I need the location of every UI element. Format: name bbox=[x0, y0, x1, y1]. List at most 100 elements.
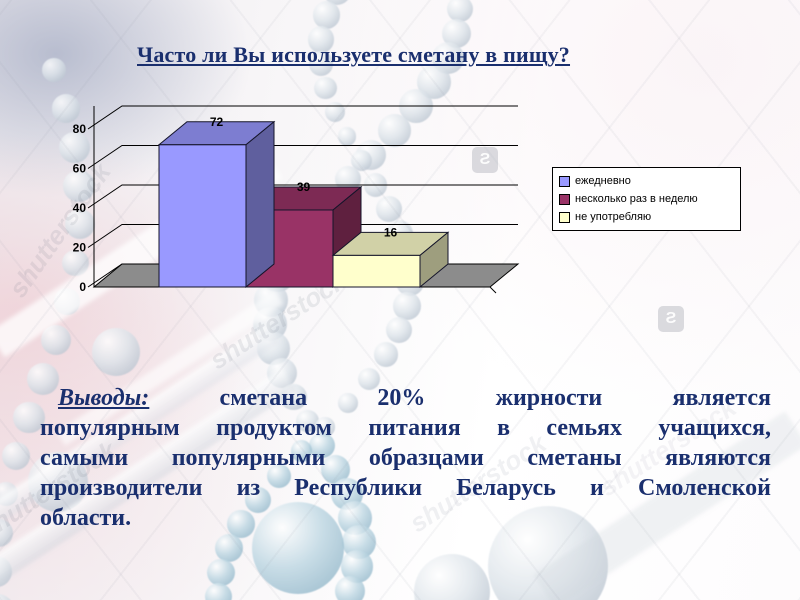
legend-item: ежедневно bbox=[559, 175, 734, 187]
bar-front-0 bbox=[158, 144, 247, 288]
background-bead bbox=[416, 65, 451, 99]
conclusion-word: самыми bbox=[40, 445, 129, 471]
y-tick-label: 80 bbox=[73, 122, 87, 136]
conclusion-word: популярными bbox=[171, 445, 326, 471]
conclusion-word: производители bbox=[40, 475, 203, 501]
watermark-logo-glyph: Ƨ bbox=[479, 151, 491, 168]
bar-value-label: 16 bbox=[384, 225, 398, 239]
background-bead bbox=[373, 342, 399, 367]
background-bead bbox=[393, 243, 421, 272]
background-bead bbox=[42, 58, 67, 82]
background-bead bbox=[0, 594, 14, 600]
background-bead bbox=[254, 283, 288, 317]
legend-swatch bbox=[559, 193, 570, 205]
background-bead bbox=[334, 165, 362, 193]
background-bead bbox=[0, 482, 18, 507]
conclusion-word: учащихся, bbox=[658, 415, 771, 441]
background-bead bbox=[385, 317, 413, 344]
conclusion-word: из bbox=[236, 475, 261, 501]
background-bead bbox=[0, 518, 13, 547]
background-streak bbox=[0, 152, 282, 358]
background-bead bbox=[376, 196, 402, 222]
conclusion-line: области. bbox=[40, 503, 771, 533]
gridline bbox=[87, 184, 518, 209]
background-bead bbox=[252, 307, 287, 342]
background-bead bbox=[340, 550, 374, 583]
background-bead bbox=[393, 292, 421, 320]
conclusion-word: сметаны bbox=[527, 445, 622, 471]
y-tick-label: 20 bbox=[73, 241, 87, 255]
background-bead bbox=[292, 214, 319, 241]
gridline bbox=[87, 145, 518, 169]
background-bead bbox=[312, 1, 341, 30]
background-bead bbox=[261, 259, 294, 292]
legend-swatch bbox=[559, 175, 570, 187]
conclusion-word: питания bbox=[368, 415, 461, 441]
background-bead bbox=[386, 219, 414, 247]
bar-front-2 bbox=[332, 254, 421, 288]
bar-value-label: 72 bbox=[210, 115, 224, 129]
slide-title: Часто ли Вы используете сметану в пищу? bbox=[137, 42, 571, 67]
background-bead bbox=[350, 150, 372, 172]
background-bead bbox=[398, 89, 433, 124]
conclusion-line: производители из Республики Беларусь и Смолен… bbox=[40, 473, 771, 503]
conclusion-word: 20% bbox=[377, 385, 426, 411]
bar-value-label: 39 bbox=[297, 180, 311, 194]
conclusion-word: Беларусь bbox=[456, 475, 556, 501]
legend-item: не употребляю bbox=[559, 211, 734, 223]
conclusion-word: жирности bbox=[495, 385, 603, 411]
conclusion-word: образцами bbox=[368, 445, 484, 471]
bar-side-0 bbox=[245, 120, 275, 289]
background-bead bbox=[214, 534, 243, 563]
watermark-text: shutterstock bbox=[2, 157, 117, 303]
conclusion-line: популярным продуктом питания в семьях учащихс… bbox=[40, 413, 771, 443]
conclusion-word: семьях bbox=[546, 415, 623, 441]
watermark-logo-glyph: Ƨ bbox=[665, 310, 677, 327]
conclusion-word: сметана bbox=[219, 385, 308, 411]
background-bead bbox=[2, 441, 31, 470]
bar-front-1 bbox=[245, 209, 334, 288]
bar-side-2 bbox=[419, 231, 449, 289]
gridline bbox=[87, 105, 518, 130]
background-bead bbox=[337, 127, 357, 146]
background-bead bbox=[40, 324, 71, 356]
bar-top-2 bbox=[331, 231, 450, 256]
background-bead bbox=[323, 0, 352, 5]
background-bead bbox=[314, 76, 338, 100]
background-bead bbox=[207, 558, 235, 587]
bar-top-0 bbox=[157, 121, 276, 146]
conclusion-line: самыми популярными образцами сметаны являютс… bbox=[40, 443, 771, 473]
background-bead bbox=[92, 328, 140, 376]
legend-swatch bbox=[559, 211, 570, 223]
background-bead bbox=[356, 139, 387, 170]
watermark-logo-icon: Ƨ bbox=[658, 306, 684, 332]
background-bead bbox=[62, 249, 89, 276]
background-bead bbox=[447, 0, 474, 23]
background-bead bbox=[257, 332, 291, 365]
conclusion-word: является bbox=[672, 385, 771, 411]
watermark-logo-icon: Ƨ bbox=[472, 147, 498, 173]
conclusion-word: Республики bbox=[294, 475, 423, 501]
y-tick-label: 40 bbox=[73, 201, 87, 215]
conclusion-word: и bbox=[590, 475, 604, 501]
x-axis-tick bbox=[489, 286, 497, 294]
conclusion-line: Выводы: сметана 20% жирности является bbox=[40, 383, 771, 413]
background-bead bbox=[314, 191, 337, 215]
background-bead bbox=[334, 575, 366, 600]
y-tick-label: 0 bbox=[79, 280, 86, 294]
legend-label: несколько раз в неделю bbox=[575, 193, 698, 205]
background-bead bbox=[414, 554, 490, 600]
background-bead bbox=[395, 267, 424, 296]
conclusion-word: популярным bbox=[40, 415, 180, 441]
gridline bbox=[87, 263, 518, 288]
background-bead bbox=[54, 288, 81, 315]
y-tick-label: 60 bbox=[73, 162, 87, 176]
background-bead bbox=[378, 114, 411, 147]
background-bead bbox=[58, 131, 91, 163]
legend-label: ежедневно bbox=[575, 175, 631, 187]
conclusion-text: Выводы: сметана 20% жирности является популяр… bbox=[40, 383, 771, 533]
chart-legend: ежедневно несколько раз в неделю не употре… bbox=[552, 167, 741, 231]
watermark-text: shutterstock bbox=[204, 265, 352, 376]
background-bead bbox=[51, 94, 81, 123]
